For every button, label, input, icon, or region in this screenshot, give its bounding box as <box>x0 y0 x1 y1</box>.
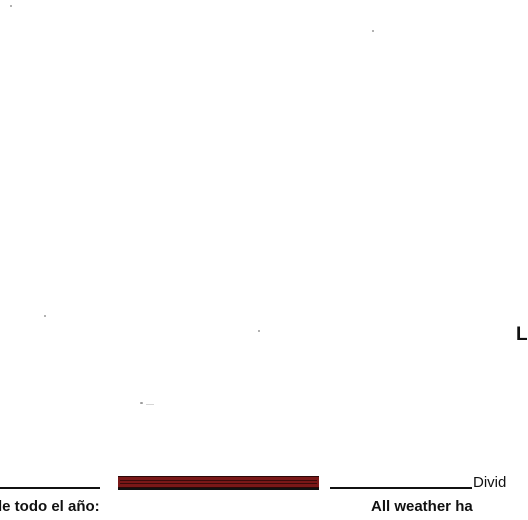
rule-middle <box>330 487 472 489</box>
red-bar-stripe <box>120 480 317 481</box>
red-bar-underline <box>118 488 319 490</box>
scan-speck <box>372 30 374 32</box>
heading-letter: L <box>516 324 528 345</box>
red-divider-bar <box>118 476 319 488</box>
caption-spanish: le todo el año: <box>0 498 100 515</box>
red-bar-stripe <box>120 483 317 484</box>
rule-left <box>0 487 100 489</box>
scan-speck <box>258 330 260 332</box>
scan-speck <box>44 315 46 317</box>
scan-speck <box>140 402 143 404</box>
caption-english: All weather ha <box>371 498 473 515</box>
scan-speck <box>10 5 12 7</box>
scan-mark <box>146 404 154 405</box>
divider-label: Divid <box>473 474 507 491</box>
